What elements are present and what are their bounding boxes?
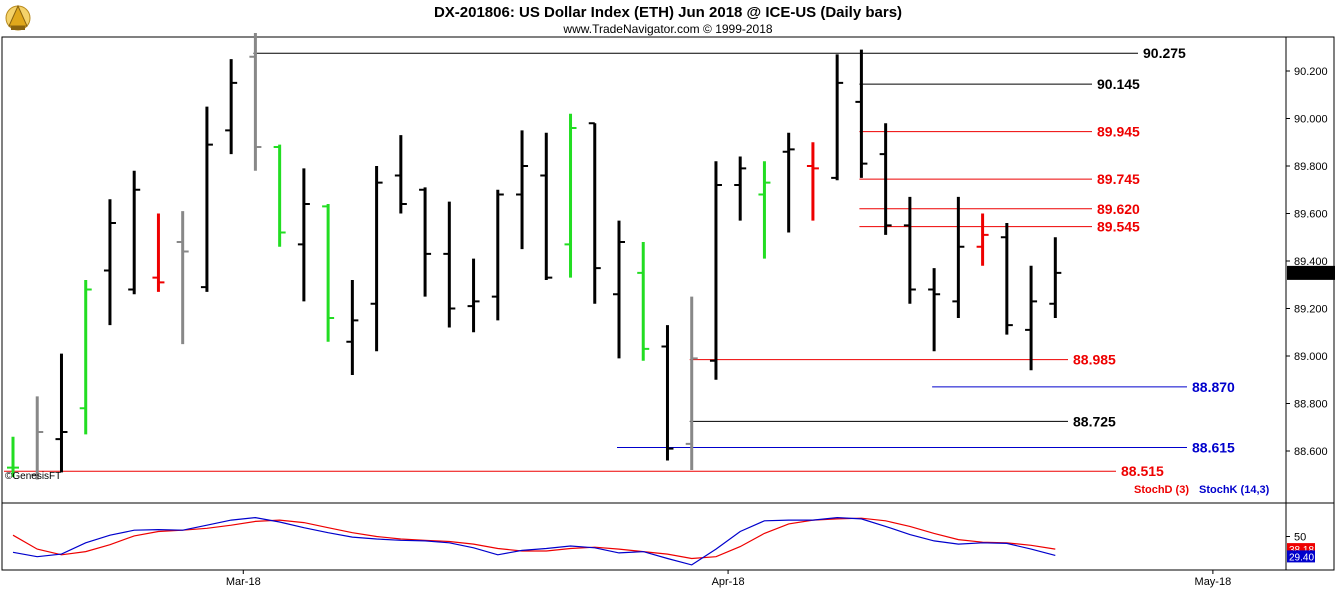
stoch-tick-label: 50 xyxy=(1294,532,1306,544)
y-tick-label: 89.200 xyxy=(1294,304,1328,316)
level-label: 88.615 xyxy=(1192,439,1235,455)
chart-title: DX-201806: US Dollar Index (ETH) Jun 201… xyxy=(434,4,902,21)
y-tick-label: 89.600 xyxy=(1294,209,1328,221)
level-label: 90.145 xyxy=(1097,76,1140,92)
level-label: 88.870 xyxy=(1192,379,1235,395)
y-tick-label: 89.800 xyxy=(1294,161,1328,173)
x-axis: Mar-18 Apr-18 May-18 xyxy=(226,570,1231,588)
stoch-k-value: 29.40 xyxy=(1289,552,1314,563)
y-tick-label: 90.000 xyxy=(1294,114,1328,126)
x-tick-label: Mar-18 xyxy=(226,576,261,588)
level-label: 88.985 xyxy=(1073,352,1116,368)
stochastic-panel xyxy=(1,502,1335,571)
watermark: ©GenesisFT xyxy=(5,471,61,482)
x-tick-label: Apr-18 xyxy=(712,576,745,588)
last-price-label: 89.350 xyxy=(1290,268,1324,280)
x-tick-label: May-18 xyxy=(1195,576,1232,588)
level-label: 89.620 xyxy=(1097,201,1140,217)
level-label: 88.725 xyxy=(1073,413,1116,429)
y-tick-label: 88.600 xyxy=(1294,446,1328,458)
bars-layer xyxy=(7,33,1062,480)
chart-subtitle: www.TradeNavigator.com © 1999-2018 xyxy=(562,22,772,36)
legend-stoch-k: StochK (14,3) xyxy=(1199,484,1270,496)
legend-stoch-d: StochD (3) xyxy=(1134,484,1189,496)
level-label: 89.545 xyxy=(1097,219,1140,235)
stoch-k-line xyxy=(12,516,1056,566)
level-label: 89.745 xyxy=(1097,171,1140,187)
y-tick-label: 89.000 xyxy=(1294,351,1328,363)
y-tick-label: 89.400 xyxy=(1294,256,1328,268)
logo-icon xyxy=(5,4,31,31)
level-label: 89.945 xyxy=(1097,124,1140,140)
stoch-k-box xyxy=(1287,550,1315,563)
stochastic-layer: 5038.1829.40 xyxy=(12,516,1315,566)
y-tick-label: 90.200 xyxy=(1294,66,1328,78)
level-label: 90.275 xyxy=(1143,45,1186,61)
y-axis: 90.200 90.000 89.800 89.600 89.400 89.200 89.0… xyxy=(1286,66,1335,458)
y-tick-label: 88.800 xyxy=(1294,399,1328,411)
level-label: 88.515 xyxy=(1121,463,1164,479)
last-price-box xyxy=(1287,265,1335,280)
